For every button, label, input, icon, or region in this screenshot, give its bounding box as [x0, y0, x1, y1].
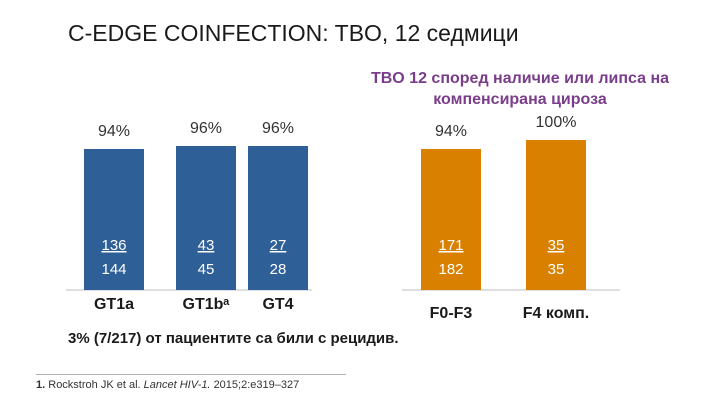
chart-1-denominator-0: 182	[438, 261, 463, 278]
reference-citation: 2015;2:e319–327	[213, 379, 300, 391]
chart-0-value-label-0: 94%	[98, 123, 130, 140]
chart-1-value-label-0: 94%	[435, 123, 467, 140]
chart-0-category-label-0: GT1a	[94, 296, 134, 313]
chart-1-bar-0	[421, 149, 481, 290]
chart-0-value-label-1: 96%	[190, 120, 222, 137]
chart-0-numerator-2: 27	[270, 237, 287, 254]
chart-1-numerator-0: 171	[438, 237, 463, 254]
reference-authors: Rockstroh JK et al.	[48, 379, 141, 391]
chart-0-value-label-2: 96%	[262, 120, 294, 137]
chart-0-denominator-1: 45	[198, 261, 215, 278]
reference-divider	[36, 374, 346, 375]
chart-1-numerator-1: 35	[548, 237, 565, 254]
reference-journal: Lancet HIV-1.	[143, 379, 211, 391]
cirrhosis-chart-title: TBO 12 според наличие или липса на компе…	[370, 70, 670, 108]
chart-0-numerator-1: 43	[198, 237, 215, 254]
chart-1-bar-1	[526, 140, 586, 290]
slide-title: C-EDGE COINFECTION: TBO, 12 седмици	[68, 20, 519, 46]
chart-0-bar-2	[248, 146, 308, 290]
chart-0-bar-0	[84, 149, 144, 290]
chart-0-denominator-2: 28	[270, 261, 287, 278]
chart-0-category-label-2: GT4	[262, 296, 293, 313]
chart-1-category-label-0: F0-F3	[430, 305, 473, 322]
relapse-note: 3% (7/217) от пациентите са били с рецид…	[68, 330, 399, 347]
reference-number: 1.	[36, 379, 46, 391]
chart-1-denominator-1: 35	[548, 261, 565, 278]
chart-1-category-label-1: F4 комп.	[523, 305, 589, 322]
chart-0-bar-1	[176, 146, 236, 290]
reference: 1. Rockstroh JK et al. Lancet HIV-1. 201…	[36, 379, 299, 391]
chart-0-denominator-0: 144	[101, 261, 126, 278]
chart-0-numerator-0: 136	[101, 237, 126, 254]
chart-1-value-label-1: 100%	[536, 114, 577, 131]
chart-0-category-label-1: GT1bᵃ	[183, 296, 230, 313]
